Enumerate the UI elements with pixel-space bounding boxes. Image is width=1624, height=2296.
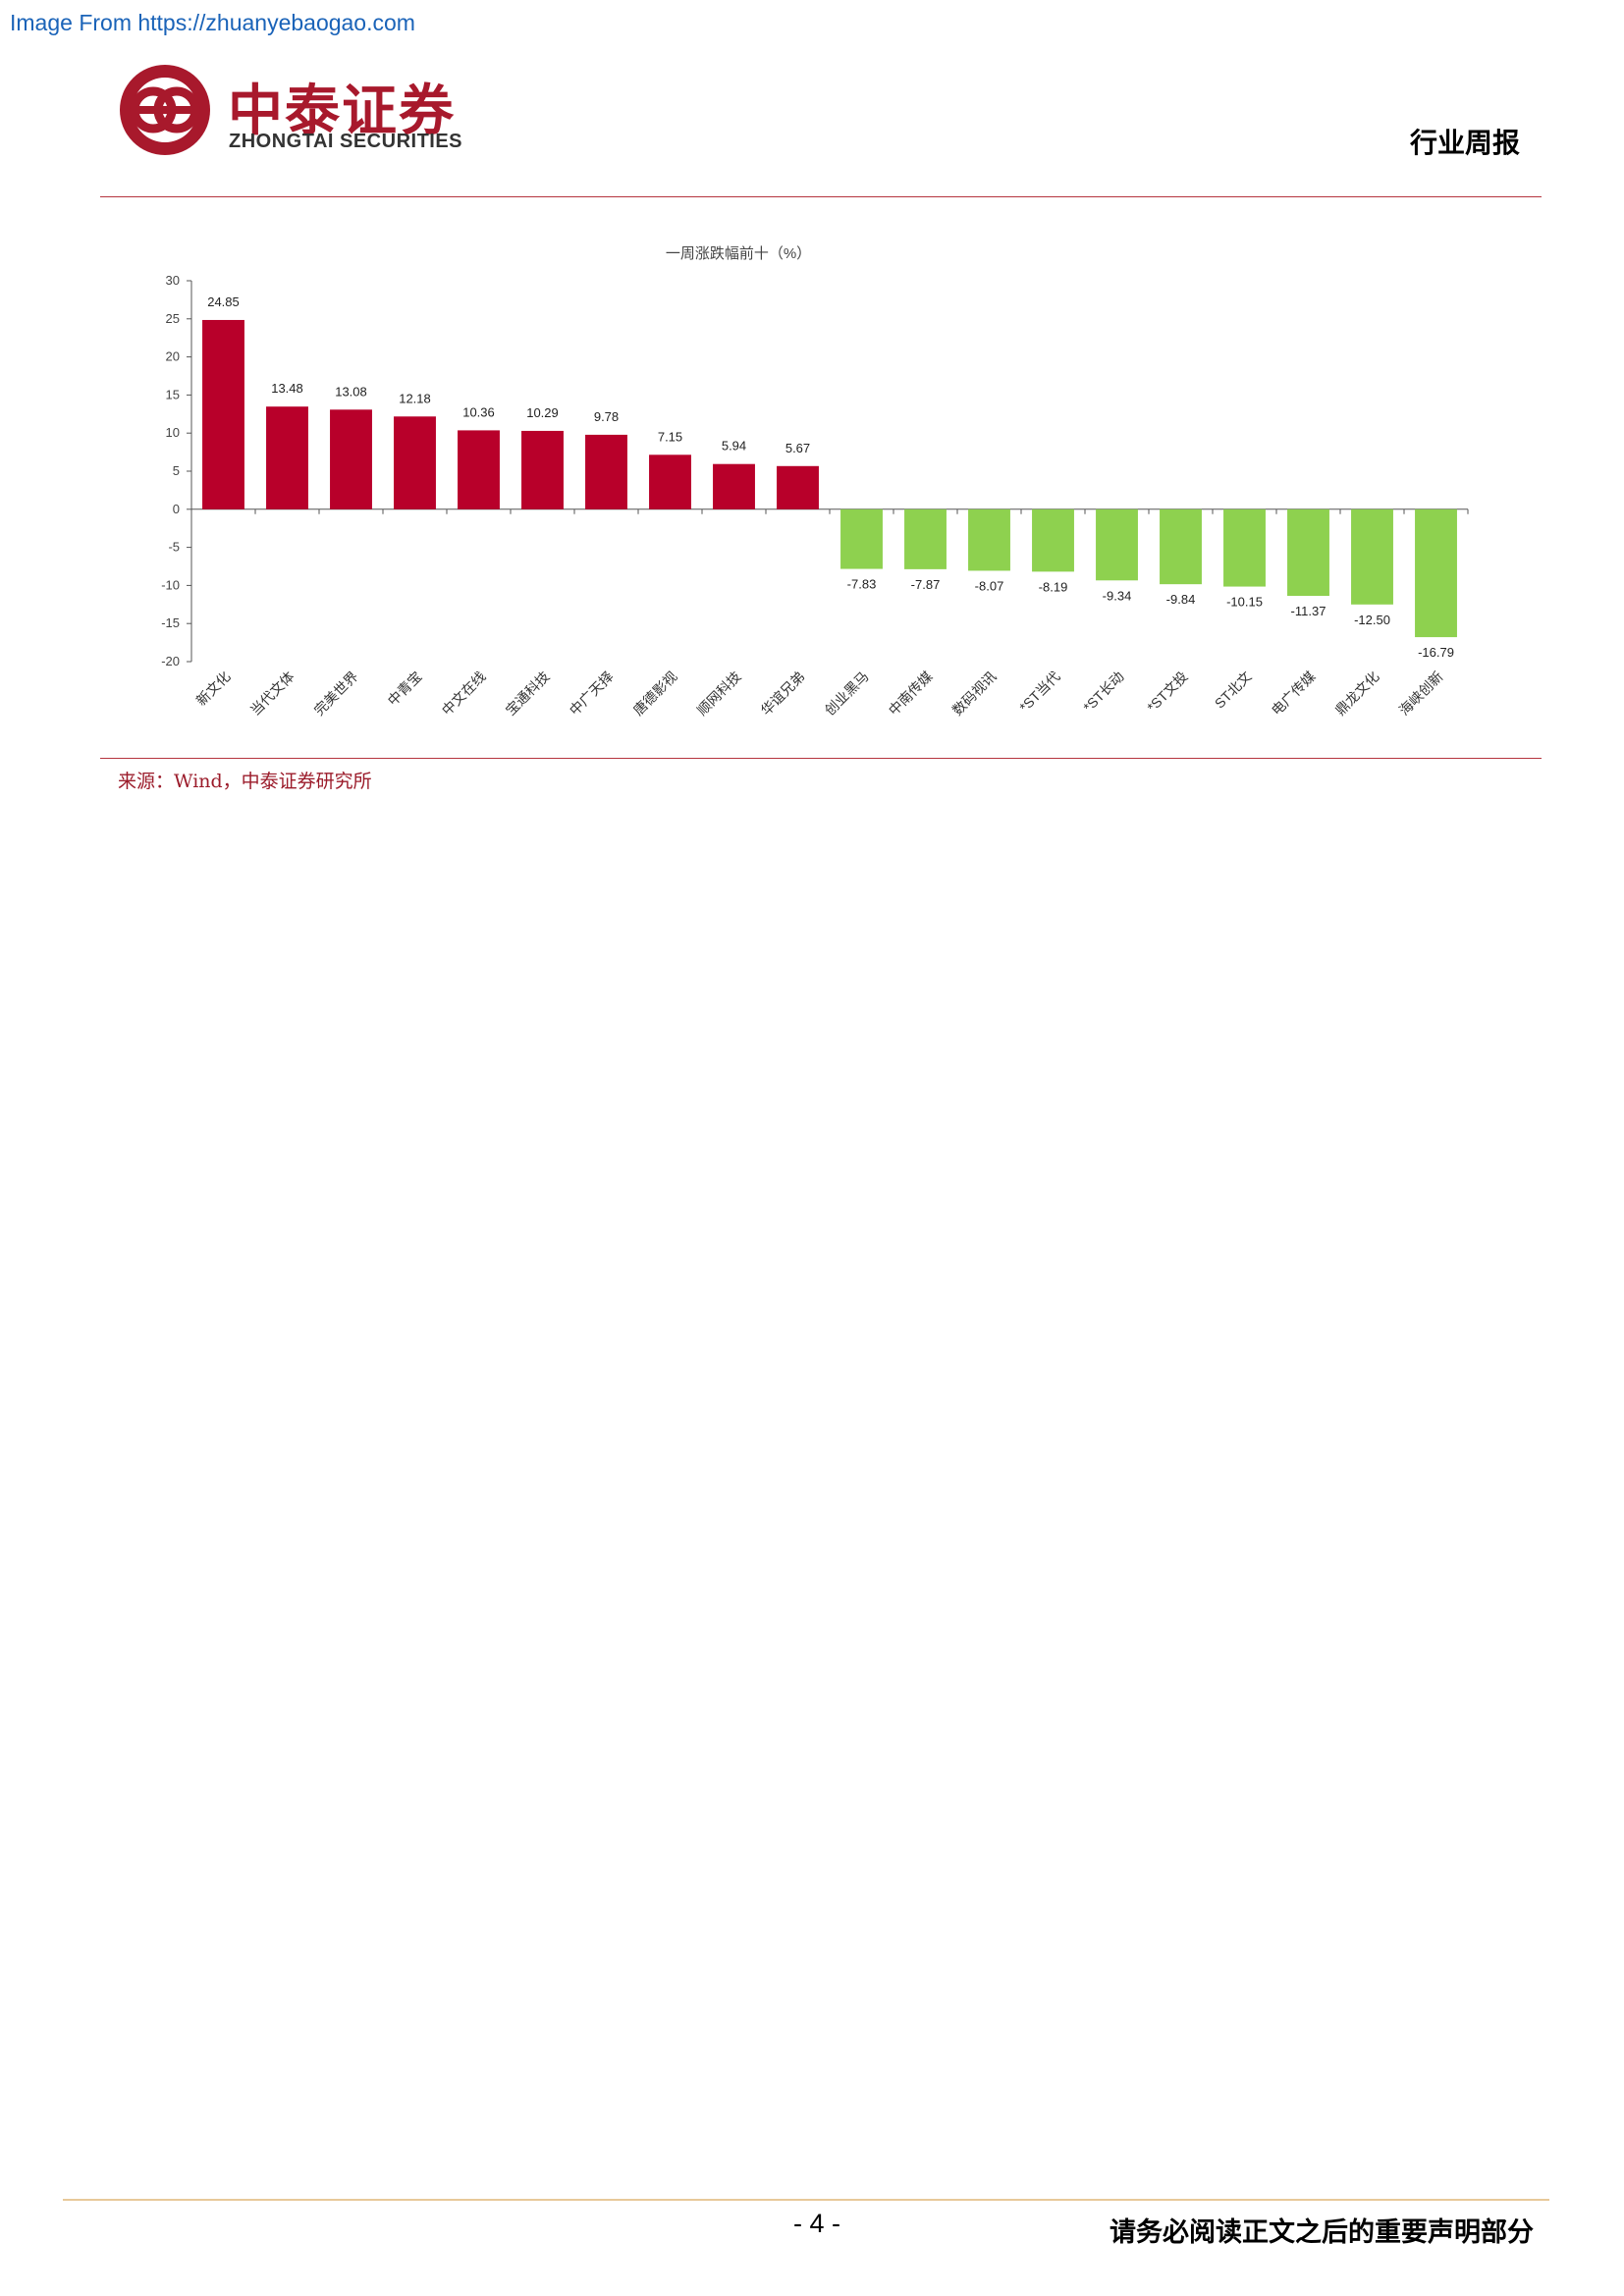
page-number: - 4 -: [793, 2209, 841, 2238]
bar: [777, 465, 819, 509]
bar: [1415, 508, 1457, 638]
bar: [649, 454, 691, 509]
data-label: -8.19: [1039, 579, 1068, 594]
x-tick-label: *ST文投: [1144, 668, 1191, 716]
report-type: 行业周报: [1409, 127, 1520, 159]
data-label: 13.08: [335, 384, 367, 399]
x-tick-label: 中南传媒: [886, 668, 936, 719]
x-tick-label: *ST当代: [1016, 668, 1063, 716]
bar: [713, 463, 755, 509]
disclaimer: 请务必阅读正文之后的重要声明部分: [1110, 2217, 1534, 2248]
x-tick-label: *ST长动: [1080, 668, 1127, 716]
chart-title: 一周涨跌幅前十（%）: [666, 245, 811, 262]
source-watermark: Image From https://zhuanyebaogao.com: [10, 10, 415, 35]
y-tick-label: 25: [166, 311, 180, 326]
x-tick-label: 创业黑马: [822, 668, 872, 719]
x-axis-labels: 新文化 当代文体 完美世界 中青宝 中文在线 宝通科技 中广天择 唐德影视 顺网科技 华谊兄弟 创业…: [193, 668, 1446, 719]
data-label: -9.34: [1103, 588, 1132, 603]
footer-divider: [63, 2199, 1549, 2201]
x-tick-label: 数码视讯: [949, 668, 1000, 719]
header-divider: [100, 196, 1542, 197]
bar: [585, 434, 627, 509]
data-label: -7.87: [911, 577, 941, 592]
x-tick-label: 中青宝: [385, 668, 425, 709]
x-tick-label: 中文在线: [439, 668, 489, 719]
data-label: -9.84: [1166, 592, 1196, 607]
logo-wordmark-cn: 中泰证券: [228, 80, 456, 143]
bar: [904, 508, 947, 569]
data-label: -10.15: [1226, 595, 1263, 610]
data-label: -11.37: [1291, 604, 1326, 618]
bar: [521, 430, 564, 509]
logo-wordmark-en: ZHONGTAI SECURITIES: [229, 131, 463, 152]
data-label: 24.85: [207, 294, 240, 309]
y-tick-label: 30: [166, 273, 180, 288]
x-tick-label: 鼎龙文化: [1332, 668, 1382, 719]
y-tick-label: -20: [161, 654, 180, 668]
y-tick-label: 20: [166, 349, 180, 364]
x-tick-label: 中广天择: [567, 668, 617, 719]
bars: 24.85 13.48 13.08 12.18 10.36 10.29 9.78 7.15 5.…: [202, 294, 1457, 660]
data-label: 7.15: [658, 429, 682, 444]
bar: [1223, 508, 1266, 587]
bar: [1096, 508, 1138, 581]
weekly-change-bar-chart: 一周涨跌幅前十（%） 30 25 20 15 10 5 0 -5 -10 -15 -20 24.85…: [161, 245, 1469, 719]
bar: [968, 508, 1010, 571]
bar: [330, 409, 372, 509]
bar: [1351, 508, 1393, 605]
source-note: 来源：Wind，中泰证券研究所: [118, 771, 372, 792]
data-label: 10.36: [462, 404, 495, 419]
y-tick-label: 15: [166, 387, 180, 401]
x-tick-label: 唐德影视: [630, 668, 680, 719]
y-tick-label: -15: [161, 615, 180, 630]
x-tick-label: 电广传媒: [1269, 668, 1319, 719]
bar: [266, 406, 308, 509]
y-tick-label: -10: [161, 577, 180, 592]
data-label: -12.50: [1354, 613, 1390, 627]
data-label: -7.83: [847, 577, 877, 592]
x-tick-label: 新文化: [193, 668, 234, 709]
y-tick-label: -5: [168, 540, 180, 555]
x-tick-label: 当代文体: [247, 668, 298, 719]
chart-divider: [100, 758, 1542, 759]
y-tick-label: 0: [173, 502, 180, 516]
data-label: 5.67: [785, 441, 810, 455]
x-tick-label: 海峡创新: [1396, 668, 1446, 719]
bar: [458, 430, 500, 509]
data-label: -16.79: [1418, 645, 1454, 660]
bar: [840, 508, 883, 569]
bar: [202, 319, 244, 509]
bar: [1287, 508, 1329, 597]
x-tick-label: ST北文: [1212, 668, 1255, 712]
x-tick-label: 华谊兄弟: [758, 668, 808, 719]
bar: [1160, 508, 1202, 585]
data-label: 13.48: [271, 381, 303, 396]
bar: [394, 416, 436, 509]
y-tick-label: 5: [173, 463, 180, 478]
logo-center-bar: [137, 106, 192, 114]
zhongtai-logo: [120, 65, 210, 155]
data-label: 12.18: [399, 391, 431, 405]
data-label: 5.94: [722, 439, 746, 454]
data-label: 9.78: [594, 409, 619, 424]
y-tick-label: 10: [166, 425, 180, 440]
x-tick-label: 完美世界: [311, 668, 361, 719]
x-tick-label: 顺网科技: [694, 668, 744, 719]
data-label: 10.29: [526, 405, 559, 420]
x-tick-label: 宝通科技: [503, 668, 553, 719]
bar: [1032, 508, 1074, 572]
data-label: -8.07: [975, 578, 1004, 593]
